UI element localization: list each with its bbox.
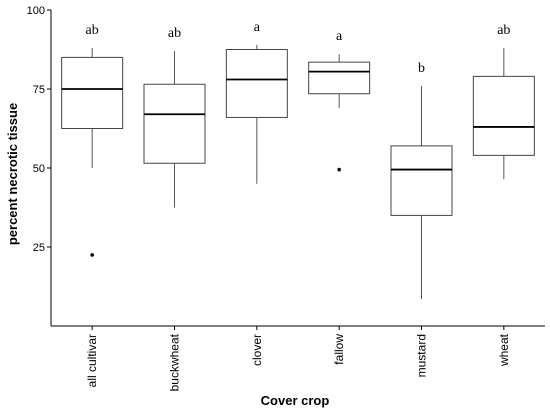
box-group: b xyxy=(390,61,453,300)
y-tick-label: 75 xyxy=(33,84,45,96)
outlier-point xyxy=(337,167,341,172)
x-tick-label: mustard xyxy=(415,334,429,377)
x-tick-label: all cultivar xyxy=(85,334,99,387)
significance-letter: ab xyxy=(497,23,510,38)
significance-letter: b xyxy=(418,61,425,76)
x-tick-label: wheat xyxy=(497,333,511,367)
x-tick-label: fallow xyxy=(332,334,346,365)
box-group: ab xyxy=(472,23,535,180)
significance-letter: a xyxy=(254,20,261,35)
significance-letter: ab xyxy=(86,23,99,38)
box xyxy=(225,49,288,118)
box xyxy=(308,61,371,95)
box-group: a xyxy=(225,20,288,184)
box xyxy=(143,83,206,164)
y-tick-label: 25 xyxy=(33,242,45,254)
significance-letter: ab xyxy=(168,26,181,41)
x-tick-label: clover xyxy=(250,334,264,366)
y-axis-title: percent necrotic tissue xyxy=(5,103,20,245)
box-group: ab xyxy=(61,23,124,257)
y-tick-label: 50 xyxy=(33,163,45,175)
box xyxy=(390,145,453,216)
box xyxy=(472,75,535,156)
x-ticks: all cultivar buckwheat clover fallow mustard… xyxy=(85,326,511,391)
significance-letter: a xyxy=(336,29,343,44)
box-group: ab xyxy=(143,26,206,208)
y-ticks: 25 50 75 100 xyxy=(27,5,51,254)
x-tick-label: buckwheat xyxy=(168,333,182,391)
box-group: a xyxy=(308,29,371,172)
outlier-point xyxy=(90,253,94,257)
x-axis-title: Cover crop xyxy=(261,393,330,408)
box xyxy=(61,56,124,129)
y-tick-label: 100 xyxy=(27,5,45,17)
axes xyxy=(50,10,545,327)
